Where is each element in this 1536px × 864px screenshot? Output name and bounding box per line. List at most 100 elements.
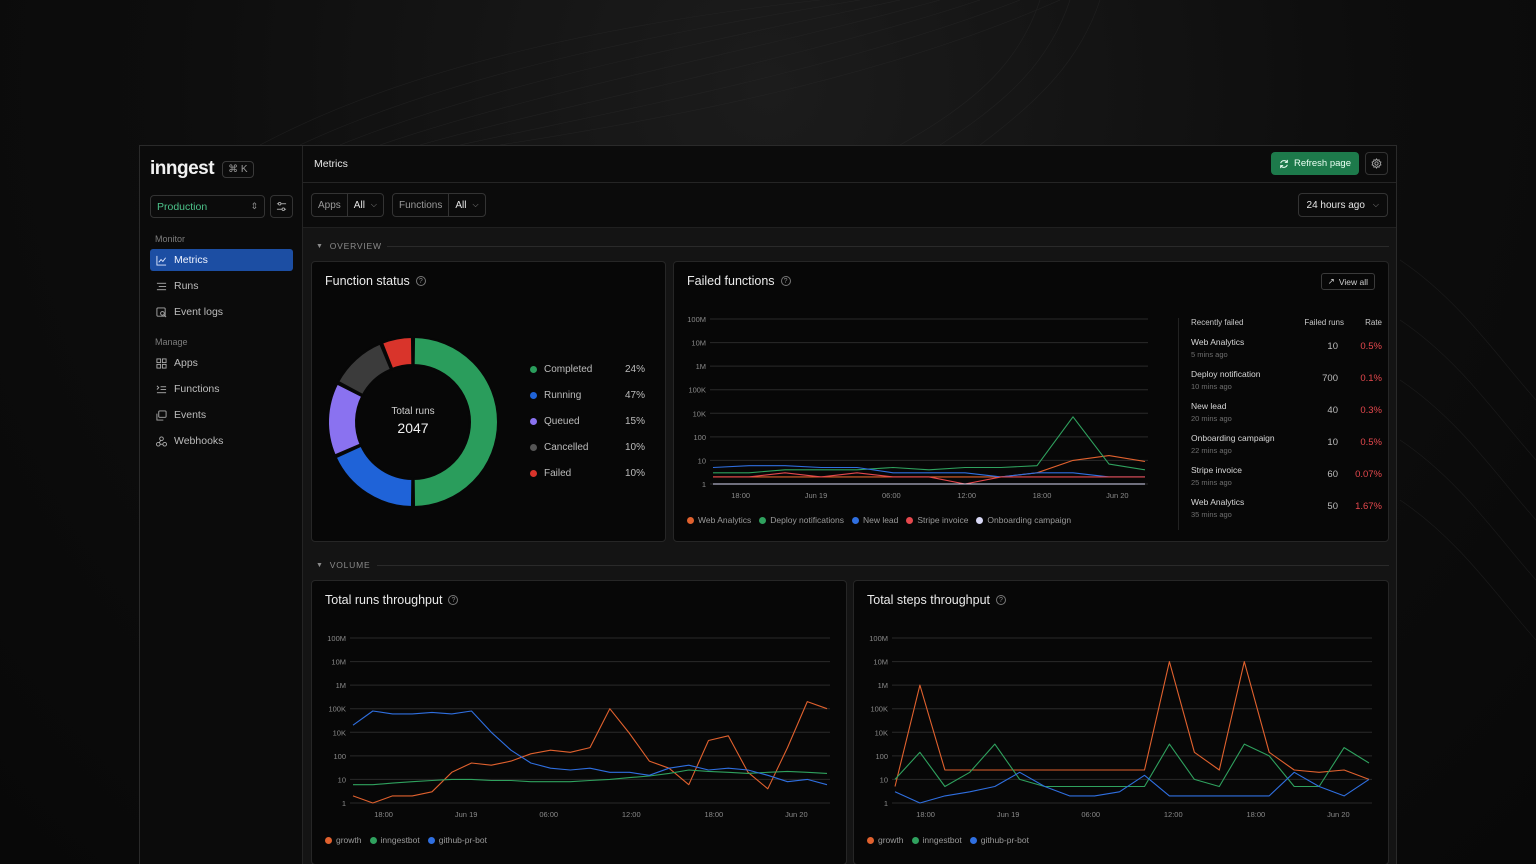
table-row[interactable]: New lead 20 mins ago 40 0.3% bbox=[1191, 398, 1382, 430]
legend-item[interactable]: Onboarding campaign bbox=[976, 515, 1071, 525]
help-icon[interactable]: ? bbox=[996, 595, 1006, 605]
functions-filter[interactable]: Functions All ⌵ bbox=[392, 193, 486, 217]
time-range-select[interactable]: 24 hours ago ⌵ bbox=[1297, 193, 1388, 217]
legend-item[interactable]: github-pr-bot bbox=[427, 835, 487, 845]
overview-section-toggle[interactable]: ▼ OVERVIEW bbox=[316, 241, 382, 251]
recently-failed-table: Recently failed Failed runs Rate Web Ana… bbox=[1178, 318, 1382, 526]
table-row[interactable]: Deploy notification 10 mins ago 700 0.1% bbox=[1191, 366, 1382, 398]
donut-segment-running[interactable] bbox=[334, 444, 414, 509]
y-tick-label: 10K bbox=[333, 728, 346, 737]
row-rate: 0.1% bbox=[1360, 373, 1382, 384]
legend-dot bbox=[687, 516, 694, 524]
y-tick-label: 1 bbox=[702, 480, 706, 489]
view-all-button[interactable]: ↗ View all bbox=[1320, 273, 1375, 290]
legend-label: Onboarding campaign bbox=[987, 515, 1072, 525]
env-settings-button[interactable] bbox=[270, 195, 293, 218]
legend-item[interactable]: Deploy notifications bbox=[759, 515, 844, 525]
sidebar-item-label: Event logs bbox=[174, 306, 224, 318]
legend-dot bbox=[530, 418, 537, 425]
failed-functions-title: Failed functions bbox=[687, 274, 775, 288]
y-tick-label: 10 bbox=[698, 456, 706, 465]
donut-segment-cancelled[interactable] bbox=[336, 342, 393, 397]
y-tick-label: 10 bbox=[338, 775, 346, 784]
table-row[interactable]: Onboarding campaign 22 mins ago 10 0.5% bbox=[1191, 430, 1382, 462]
row-function-name: Deploy notification bbox=[1191, 369, 1261, 379]
sidebar-item-event-logs[interactable]: Event logs bbox=[150, 301, 293, 323]
failed-chart-legend: Web Analytics Deploy notifications New l… bbox=[687, 515, 1071, 525]
time-range-value: 24 hours ago bbox=[1306, 199, 1365, 211]
row-time: 35 mins ago bbox=[1191, 510, 1232, 519]
arrow-up-right-icon: ↗ bbox=[1327, 276, 1335, 286]
series-line-inngestbot[interactable] bbox=[894, 743, 1370, 788]
x-tick-label: Jun 20 bbox=[1106, 491, 1129, 500]
row-function-name: Web Analytics bbox=[1191, 337, 1245, 347]
series-line-inngestbot[interactable] bbox=[353, 769, 828, 786]
donut-center: Total runs 2047 bbox=[373, 406, 453, 436]
legend-item[interactable]: growth bbox=[867, 835, 904, 845]
command-shortcut[interactable]: ⌘ K bbox=[222, 160, 254, 178]
row-rate: 0.07% bbox=[1355, 469, 1382, 480]
refresh-page-button[interactable]: Refresh page bbox=[1270, 152, 1359, 175]
sidebar-item-label: Metrics bbox=[174, 254, 208, 266]
y-tick-label: 10M bbox=[873, 658, 888, 667]
legend-item[interactable]: inngestbot bbox=[911, 835, 962, 845]
sidebar-item-runs[interactable]: Runs bbox=[150, 275, 293, 297]
page-title: Metrics bbox=[314, 158, 348, 170]
table-body: Web Analytics 5 mins ago 10 0.5% Deploy not… bbox=[1191, 334, 1382, 526]
help-icon[interactable]: ? bbox=[415, 276, 426, 286]
series-line-github-pr-bot[interactable] bbox=[352, 710, 828, 786]
row-function-name: Onboarding campaign bbox=[1191, 433, 1275, 443]
legend-item[interactable]: Stripe invoice bbox=[906, 515, 968, 525]
card-title: Function status ? bbox=[325, 274, 426, 288]
logo[interactable]: inngest bbox=[150, 158, 215, 179]
donut-segment-completed[interactable] bbox=[412, 335, 499, 509]
legend-item[interactable]: Web Analytics bbox=[687, 515, 751, 525]
legend-item[interactable]: New lead bbox=[851, 515, 898, 525]
series-line-stripe-invoice[interactable] bbox=[713, 472, 1145, 485]
legend-label: Queued bbox=[544, 416, 580, 427]
table-row[interactable]: Web Analytics 35 mins ago 50 1.67% bbox=[1191, 494, 1382, 526]
chevron-down-icon: ⌵ bbox=[1372, 200, 1379, 209]
sidebar-item-apps[interactable]: Apps bbox=[150, 352, 293, 374]
sidebar-item-events[interactable]: Events bbox=[150, 404, 293, 426]
row-rate: 0.3% bbox=[1360, 405, 1382, 416]
x-tick-label: 06:00 bbox=[539, 810, 558, 819]
series-line-deploy-notifications[interactable] bbox=[713, 416, 1146, 474]
legend-item[interactable]: github-pr-bot bbox=[969, 835, 1029, 845]
y-tick-label: 1 bbox=[342, 799, 346, 808]
sidebar-item-metrics[interactable]: Metrics bbox=[150, 249, 293, 271]
steps-throughput-chart: 1 10 100 10K 100K 1M 10M 100M 18:00 Jun 19 06:00 12… bbox=[869, 634, 1372, 819]
row-time: 25 mins ago bbox=[1191, 478, 1232, 487]
donut-segment-failed[interactable] bbox=[380, 335, 414, 371]
legend-dot bbox=[530, 470, 537, 477]
volume-section-toggle[interactable]: ▼ VOLUME bbox=[316, 560, 370, 570]
x-tick-label: 18:00 bbox=[1246, 810, 1265, 819]
series-line-growth[interactable] bbox=[352, 701, 828, 804]
x-tick-label: 18:00 bbox=[731, 491, 750, 500]
legend-label: github-pr-bot bbox=[980, 835, 1029, 845]
help-icon[interactable]: ? bbox=[448, 595, 459, 605]
apps-filter[interactable]: Apps All ⌵ bbox=[311, 193, 384, 217]
legend-dot bbox=[906, 516, 914, 524]
settings-button[interactable] bbox=[1365, 152, 1388, 175]
sidebar-item-functions[interactable]: Functions bbox=[150, 378, 293, 400]
help-icon[interactable]: ? bbox=[780, 276, 791, 286]
list-icon bbox=[156, 282, 167, 290]
series-line-growth[interactable] bbox=[894, 661, 1370, 787]
status-donut-chart bbox=[327, 335, 499, 509]
series-line-github-pr-bot[interactable] bbox=[894, 771, 1370, 804]
donut-segment-queued[interactable] bbox=[327, 382, 364, 457]
legend-item[interactable]: inngestbot bbox=[369, 835, 420, 845]
row-time: 20 mins ago bbox=[1191, 414, 1232, 423]
y-tick-label: 100K bbox=[688, 386, 706, 395]
legend-item[interactable]: growth bbox=[325, 835, 362, 845]
apps-filter-label: Apps bbox=[312, 194, 348, 216]
series-line-new-lead[interactable] bbox=[712, 465, 1145, 478]
status-legend-item: Failed 10% bbox=[530, 468, 645, 479]
legend-dot bbox=[427, 836, 435, 844]
sidebar-item-webhooks[interactable]: Webhooks bbox=[150, 430, 293, 452]
y-tick-label: 100K bbox=[870, 705, 888, 714]
environment-select[interactable]: Production ⇕ bbox=[150, 195, 265, 218]
table-row[interactable]: Stripe invoice 25 mins ago 60 0.07% bbox=[1191, 462, 1382, 494]
table-row[interactable]: Web Analytics 5 mins ago 10 0.5% bbox=[1191, 334, 1382, 366]
